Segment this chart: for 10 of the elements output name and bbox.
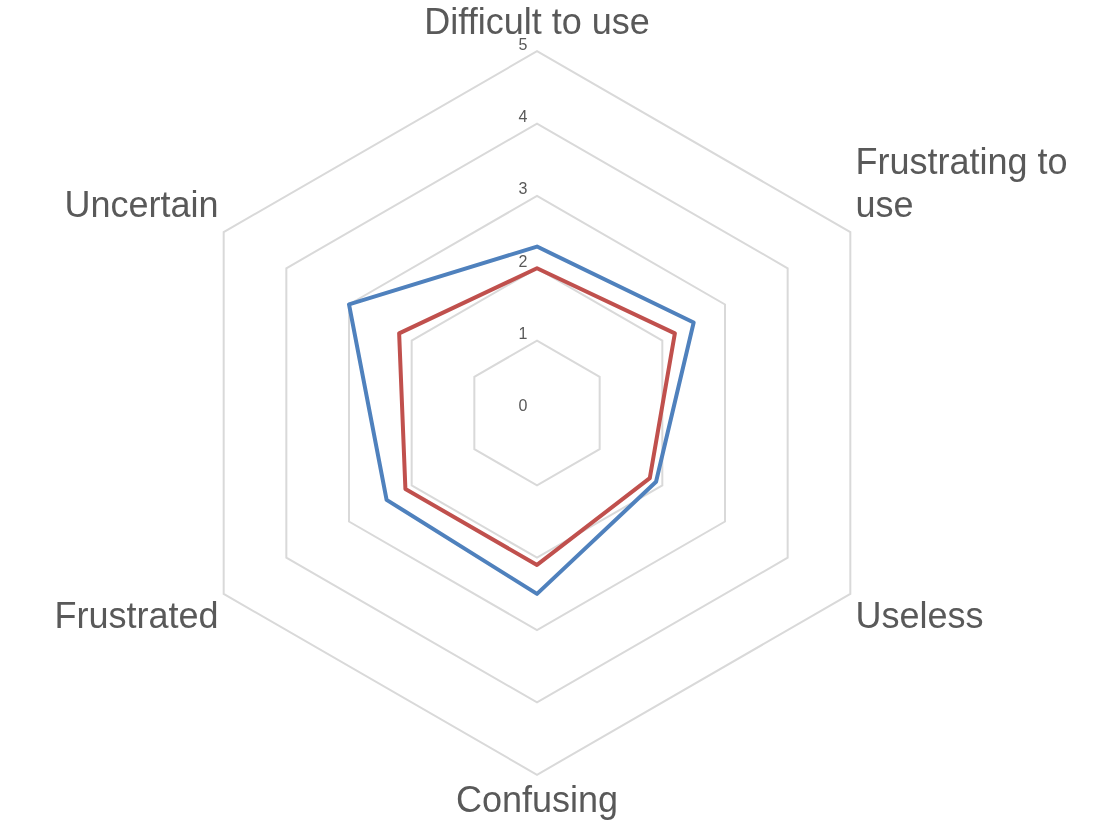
y-tick-label: 0 [518,397,528,415]
spoke-label: Confusing [455,779,619,821]
y-tick-label: 3 [518,180,528,198]
spoke-label: Frustrating to use [855,141,1068,226]
y-tick-label: 1 [518,325,528,343]
y-tick-label: 4 [518,107,528,125]
spoke-label: Uncertain [64,184,219,226]
y-tick-label: 2 [518,252,528,270]
spoke-label: Frustrated [54,595,219,637]
spoke-label: Useless [855,595,984,637]
